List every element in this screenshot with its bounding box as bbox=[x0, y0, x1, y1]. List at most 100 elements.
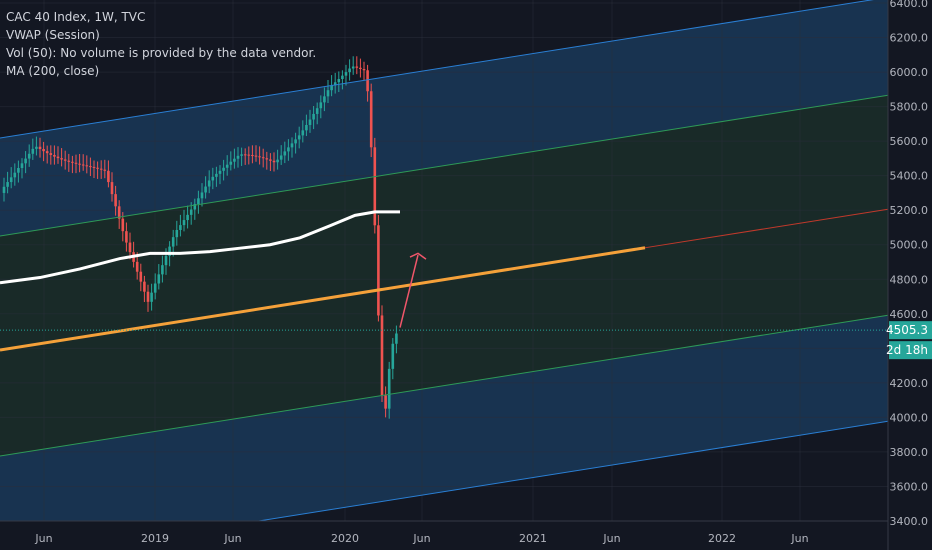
trend-line-orange bbox=[0, 246, 646, 352]
candle-body bbox=[161, 265, 164, 275]
legend-volume[interactable]: Vol (50): No volume is provided by the d… bbox=[6, 46, 317, 60]
time-tick-label: Jun bbox=[223, 532, 241, 545]
candle-body bbox=[222, 167, 225, 171]
time-tick-label: 2019 bbox=[141, 532, 169, 545]
candle-body bbox=[377, 225, 380, 316]
price-tick-label: 5800.0 bbox=[890, 101, 929, 114]
candle-body bbox=[269, 159, 272, 161]
candle-body bbox=[121, 218, 125, 232]
time-axis-panel bbox=[0, 521, 888, 550]
candle-body bbox=[204, 186, 207, 193]
candle-body bbox=[233, 158, 236, 162]
candle-body bbox=[326, 90, 330, 97]
channel-line-1 bbox=[0, 94, 889, 237]
candle-body bbox=[312, 113, 315, 120]
candle-body bbox=[96, 167, 99, 169]
price-tick-label: 5200.0 bbox=[890, 204, 929, 217]
candle-body bbox=[193, 203, 197, 210]
candle-body bbox=[182, 220, 186, 226]
chart-legend: CAC 40 Index, 1W, TVC VWAP (Session) Vol… bbox=[6, 8, 316, 80]
candle-body bbox=[315, 108, 319, 114]
candle-body bbox=[164, 255, 168, 266]
candle-body bbox=[71, 161, 74, 163]
countdown-badge bbox=[889, 341, 932, 360]
candle-body bbox=[297, 135, 301, 140]
candle-body bbox=[92, 166, 96, 168]
candle-body bbox=[215, 173, 218, 177]
candle-body bbox=[42, 149, 45, 152]
price-tick-label: 5600.0 bbox=[890, 135, 929, 148]
legend-vwap[interactable]: VWAP (Session) bbox=[6, 28, 100, 42]
candle-body bbox=[391, 343, 395, 369]
candle-body bbox=[63, 159, 67, 161]
channel-median-line bbox=[639, 208, 889, 250]
ma-200-line bbox=[0, 210, 400, 285]
candle-body bbox=[60, 158, 63, 160]
countdown-value: 2d 18h bbox=[886, 343, 928, 357]
candle-body bbox=[110, 182, 114, 195]
candle-body bbox=[186, 214, 189, 221]
candle-body bbox=[128, 242, 132, 253]
candle-body bbox=[175, 229, 179, 238]
candle-body bbox=[143, 281, 146, 292]
candle-body bbox=[31, 148, 35, 154]
candle-body bbox=[125, 231, 128, 243]
candle-body bbox=[384, 395, 387, 409]
candle-body bbox=[171, 237, 175, 247]
time-tick-label: Jun bbox=[790, 532, 808, 545]
candle-body bbox=[344, 72, 348, 76]
candle-body bbox=[153, 283, 157, 293]
candle-body bbox=[13, 172, 17, 178]
candle-body bbox=[207, 180, 211, 187]
candle-body bbox=[24, 158, 27, 164]
last-price-badge bbox=[889, 321, 932, 340]
candle-body bbox=[17, 168, 20, 173]
candle-body bbox=[265, 158, 269, 160]
channel-inner-band bbox=[0, 95, 888, 456]
price-tick-label: 6000.0 bbox=[890, 66, 929, 79]
price-tick-label: 5000.0 bbox=[890, 239, 929, 252]
candle-body bbox=[258, 156, 261, 158]
candle-body bbox=[395, 333, 398, 344]
candle-body bbox=[99, 168, 103, 170]
price-tick-label: 3800.0 bbox=[890, 446, 929, 459]
candle-body bbox=[56, 156, 60, 159]
candle-body bbox=[38, 146, 42, 150]
candle-body bbox=[305, 124, 308, 131]
candle-body bbox=[211, 176, 215, 181]
candle-body bbox=[355, 66, 359, 68]
time-tick-label: Jun bbox=[34, 532, 52, 545]
candle-body bbox=[157, 274, 161, 284]
candle-body bbox=[341, 75, 344, 80]
candle-body bbox=[373, 147, 377, 226]
candle-body bbox=[45, 151, 49, 154]
candle-body bbox=[247, 154, 251, 156]
candle-body bbox=[254, 155, 258, 157]
candle-body bbox=[53, 154, 56, 157]
candle-body bbox=[359, 67, 362, 70]
price-tick-label: 4200.0 bbox=[890, 377, 929, 390]
price-tick-label: 3600.0 bbox=[890, 480, 929, 493]
candle-body bbox=[308, 119, 312, 125]
candle-body bbox=[35, 146, 38, 149]
projection-arrow-head bbox=[409, 252, 427, 260]
candle-body bbox=[369, 91, 373, 148]
candle-body bbox=[319, 102, 323, 109]
candle-body bbox=[146, 291, 150, 302]
price-tick-label: 3400.0 bbox=[890, 515, 929, 528]
last-price-value: 4505.3 bbox=[886, 323, 928, 337]
price-tick-label: 6400.0 bbox=[890, 0, 929, 10]
candle-body bbox=[135, 261, 139, 272]
time-tick-label: 2022 bbox=[708, 532, 736, 545]
candle-body bbox=[351, 66, 355, 69]
candle-body bbox=[74, 162, 78, 164]
legend-title[interactable]: CAC 40 Index, 1W, TVC bbox=[6, 10, 146, 24]
candle-body bbox=[200, 192, 204, 199]
legend-ma[interactable]: MA (200, close) bbox=[6, 64, 100, 78]
candle-body bbox=[197, 198, 200, 204]
candle-body bbox=[243, 154, 247, 156]
candle-body bbox=[85, 165, 89, 167]
candle-body bbox=[114, 194, 117, 207]
price-tick-label: 4600.0 bbox=[890, 308, 929, 321]
